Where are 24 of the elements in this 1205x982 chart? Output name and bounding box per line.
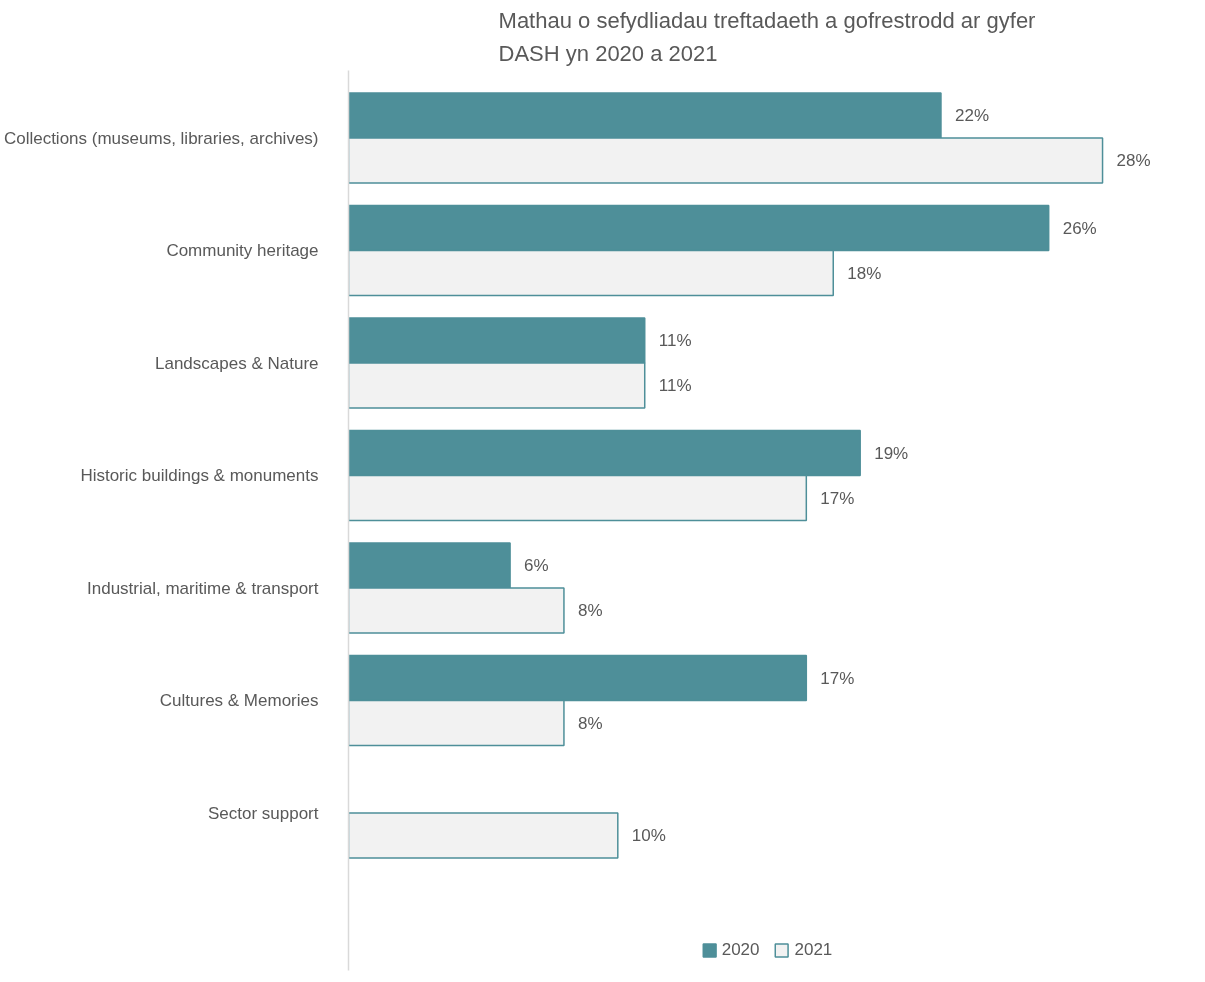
data-label: 8%: [577, 601, 603, 620]
y-tick-label: Cultures & Memories: [159, 691, 319, 710]
legend-label: 2021: [794, 940, 833, 960]
y-tick-label: Community heritage: [166, 241, 319, 260]
bar: [348, 812, 619, 859]
data-label: 22%: [954, 106, 989, 125]
data-label: 11%: [658, 331, 692, 350]
data-label: 28%: [1116, 151, 1151, 170]
data-label: 18%: [847, 263, 882, 283]
data-label: 11%: [658, 376, 692, 395]
data-label: 26%: [1062, 218, 1097, 238]
legend-label: 2020: [721, 940, 760, 960]
y-tick-label: Historic buildings & monuments: [80, 466, 319, 485]
y-tick-label: Landscapes & Nature: [155, 353, 319, 373]
data-label: 6%: [524, 556, 549, 575]
data-label: 19%: [874, 443, 909, 463]
data-label: 8%: [577, 713, 603, 733]
chart-title: Mathau o sefydliadau treftadaeth a gofrestrodd ar gyfer DASH yn 2020 a 2021: [498, 8, 1036, 66]
data-label: 17%: [820, 488, 855, 508]
data-label: 17%: [820, 668, 855, 688]
y-tick-label: Collections (museums, libraries, archives): [3, 128, 319, 148]
y-tick-label: Sector support: [207, 803, 319, 823]
data-label: 10%: [631, 826, 666, 845]
y-tick-label: Industrial, maritime & transport: [87, 578, 319, 598]
